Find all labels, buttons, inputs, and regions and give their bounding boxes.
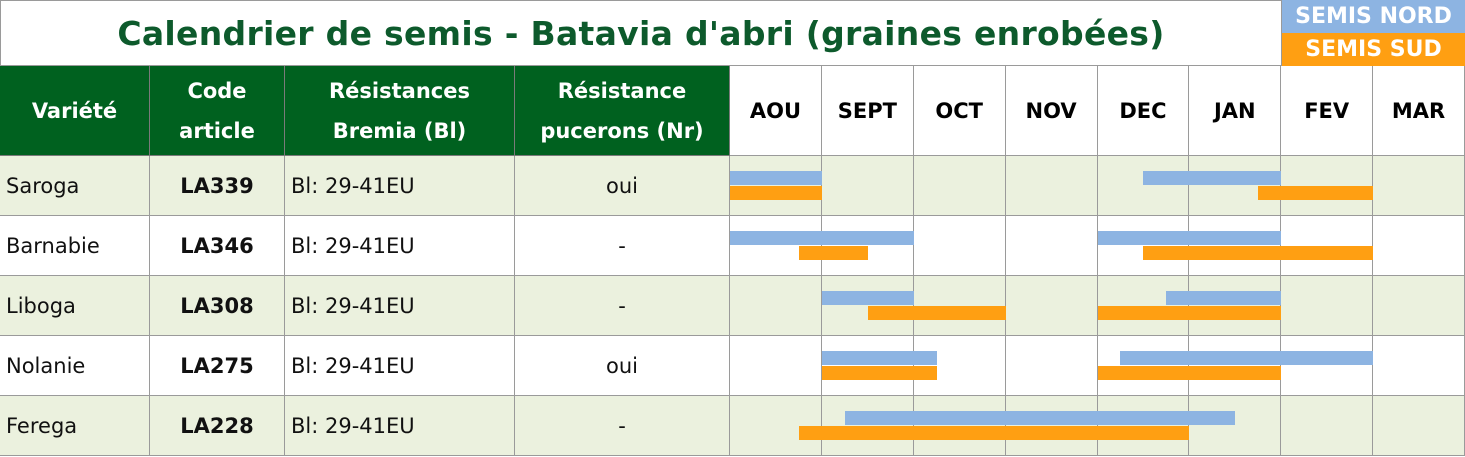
month-header: MAR bbox=[1373, 66, 1465, 156]
month-cell bbox=[1373, 216, 1465, 276]
header-line: pucerons (Nr) bbox=[540, 118, 704, 143]
bar-nord bbox=[821, 291, 914, 305]
month-cell bbox=[1281, 396, 1374, 456]
cell-code: LA275 bbox=[150, 336, 285, 396]
column-header: Variété bbox=[0, 66, 150, 156]
month-header: FEV bbox=[1281, 66, 1374, 156]
month-header: SEPT bbox=[821, 66, 914, 156]
cell-pucerons: oui bbox=[515, 336, 730, 396]
month-cell bbox=[1281, 336, 1374, 396]
cell-pucerons: - bbox=[515, 216, 730, 276]
bar-sud bbox=[798, 426, 1190, 440]
header-line: article bbox=[179, 118, 255, 143]
month-cell bbox=[1005, 156, 1098, 216]
bar-nord bbox=[821, 351, 937, 365]
cell-pucerons: oui bbox=[515, 156, 730, 216]
month-cell bbox=[821, 156, 914, 216]
cell-variety: Liboga bbox=[0, 276, 150, 336]
bar-nord bbox=[1120, 351, 1374, 365]
bar-sud bbox=[798, 246, 868, 260]
month-cell bbox=[1189, 396, 1282, 456]
bar-sud bbox=[1097, 366, 1282, 380]
month-cell bbox=[913, 156, 1006, 216]
month-cell bbox=[1281, 276, 1374, 336]
bar-sud bbox=[1258, 186, 1374, 200]
month-header: DEC bbox=[1097, 66, 1190, 156]
month-cell bbox=[1373, 336, 1465, 396]
month-cell bbox=[1373, 156, 1465, 216]
header-line: Résistances bbox=[329, 78, 470, 103]
cell-variety: Barnabie bbox=[0, 216, 150, 276]
legend-item: SEMIS SUD bbox=[1282, 33, 1465, 66]
cell-code: LA308 bbox=[150, 276, 285, 336]
cell-variety: Saroga bbox=[0, 156, 150, 216]
bar-nord bbox=[1143, 171, 1282, 185]
cell-variety: Nolanie bbox=[0, 336, 150, 396]
month-cell bbox=[913, 216, 1006, 276]
bar-nord bbox=[730, 231, 914, 245]
header-line: Variété bbox=[31, 98, 118, 123]
bar-nord bbox=[1097, 231, 1282, 245]
column-header: Résistance pucerons (Nr) bbox=[515, 66, 730, 156]
month-header: NOV bbox=[1005, 66, 1098, 156]
bar-nord bbox=[730, 171, 822, 185]
month-cell bbox=[730, 336, 822, 396]
bar-sud bbox=[1097, 306, 1282, 320]
month-cell bbox=[1005, 336, 1098, 396]
bar-sud bbox=[821, 366, 937, 380]
bar-sud bbox=[1143, 246, 1374, 260]
cell-pucerons: - bbox=[515, 396, 730, 456]
cell-bremia: Bl: 29-41EU bbox=[285, 156, 515, 216]
month-header: JAN bbox=[1189, 66, 1282, 156]
cell-code: LA228 bbox=[150, 396, 285, 456]
month-header: AOU bbox=[730, 66, 822, 156]
header-line: Code bbox=[187, 78, 247, 103]
column-header: Résistances Bremia (Bl) bbox=[285, 66, 515, 156]
month-cell bbox=[1005, 276, 1098, 336]
bar-nord bbox=[1166, 291, 1282, 305]
legend-item: SEMIS NORD bbox=[1282, 0, 1465, 33]
cell-bremia: Bl: 29-41EU bbox=[285, 216, 515, 276]
column-header: Code article bbox=[150, 66, 285, 156]
title: Calendrier de semis - Batavia d'abri (gr… bbox=[0, 0, 1282, 66]
cell-code: LA339 bbox=[150, 156, 285, 216]
cell-pucerons: - bbox=[515, 276, 730, 336]
cell-code: LA346 bbox=[150, 216, 285, 276]
cell-bremia: Bl: 29-41EU bbox=[285, 396, 515, 456]
month-cell bbox=[1097, 156, 1190, 216]
bar-sud bbox=[867, 306, 1006, 320]
month-header: OCT bbox=[913, 66, 1006, 156]
cell-variety: Ferega bbox=[0, 396, 150, 456]
bar-sud bbox=[730, 186, 822, 200]
month-cell bbox=[1373, 396, 1465, 456]
header-line: Bremia (Bl) bbox=[332, 118, 467, 143]
month-cell bbox=[1373, 276, 1465, 336]
cell-bremia: Bl: 29-41EU bbox=[285, 276, 515, 336]
bar-nord bbox=[844, 411, 1236, 425]
cell-bremia: Bl: 29-41EU bbox=[285, 336, 515, 396]
month-cell bbox=[1005, 216, 1098, 276]
month-cell bbox=[730, 276, 822, 336]
header-line: Résistance bbox=[557, 78, 687, 103]
